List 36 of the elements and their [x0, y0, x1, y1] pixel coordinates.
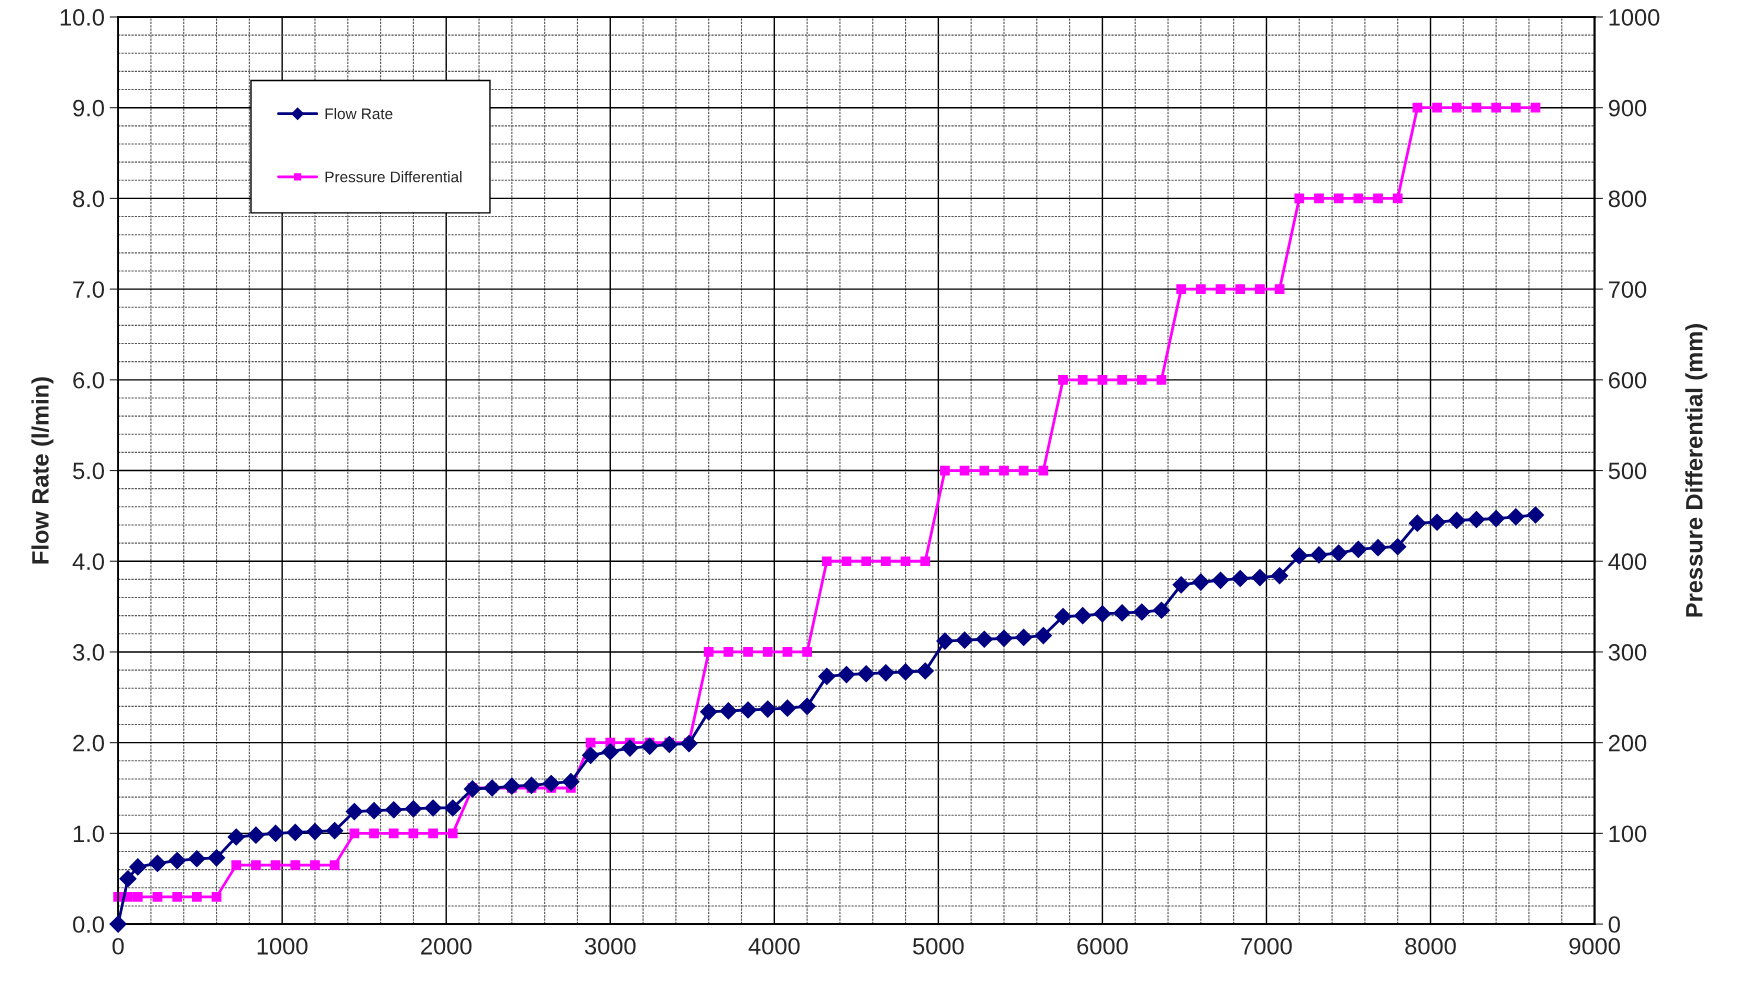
y2-tick-label: 100 — [1609, 825, 1647, 843]
legend-label: Pressure Differential — [325, 171, 462, 183]
y-tick-label: 5.0 — [73, 462, 104, 480]
y2-tick-label: 600 — [1608, 371, 1647, 389]
x-tick-label: 6000 — [1077, 937, 1128, 955]
x-tick-label: 2000 — [421, 937, 472, 955]
x-tick-label: 3000 — [584, 937, 636, 955]
y2-tick-label: 300 — [1608, 644, 1647, 661]
y2-tick-label: 400 — [1608, 553, 1647, 571]
y-tick-label: 3.0 — [73, 644, 104, 661]
y-axis-title: Flow Rate (l/min) — [31, 377, 54, 564]
x-tick-label: 9000 — [1569, 937, 1620, 955]
y-tick-label: 0.0 — [73, 916, 104, 933]
x-tick-label: 5000 — [913, 937, 964, 955]
y-tick-label: 6.0 — [73, 371, 104, 389]
y2-tick-label: 800 — [1608, 190, 1647, 208]
y2-tick-label: 700 — [1608, 281, 1647, 298]
y-tick-label: 7.0 — [73, 281, 104, 298]
x-tick-label: 4000 — [748, 937, 800, 955]
x-tick-label: 8000 — [1405, 937, 1456, 955]
y2-tick-label: 500 — [1608, 462, 1647, 480]
y2-axis-title: Pressure Differential (mm) — [1685, 324, 1708, 617]
y-tick-label: 8.0 — [73, 190, 104, 208]
y-tick-label: 1.0 — [73, 825, 104, 843]
y2-tick-label: 200 — [1608, 734, 1647, 752]
y2-tick-label: 0 — [1608, 916, 1620, 933]
y-tick-label: 9.0 — [73, 99, 104, 117]
legend-label: Flow Rate — [325, 107, 393, 120]
x-tick-label: 1000 — [257, 937, 308, 955]
y2-tick-label: 1000 — [1609, 9, 1660, 26]
x-tick-label: 0 — [112, 937, 124, 955]
y2-tick-label: 900 — [1608, 99, 1647, 117]
y-tick-label: 4.0 — [72, 553, 104, 571]
y-tick-label: 2.0 — [73, 734, 104, 752]
x-tick-label: 7000 — [1241, 937, 1292, 955]
y-tick-label: 10.0 — [60, 9, 104, 26]
